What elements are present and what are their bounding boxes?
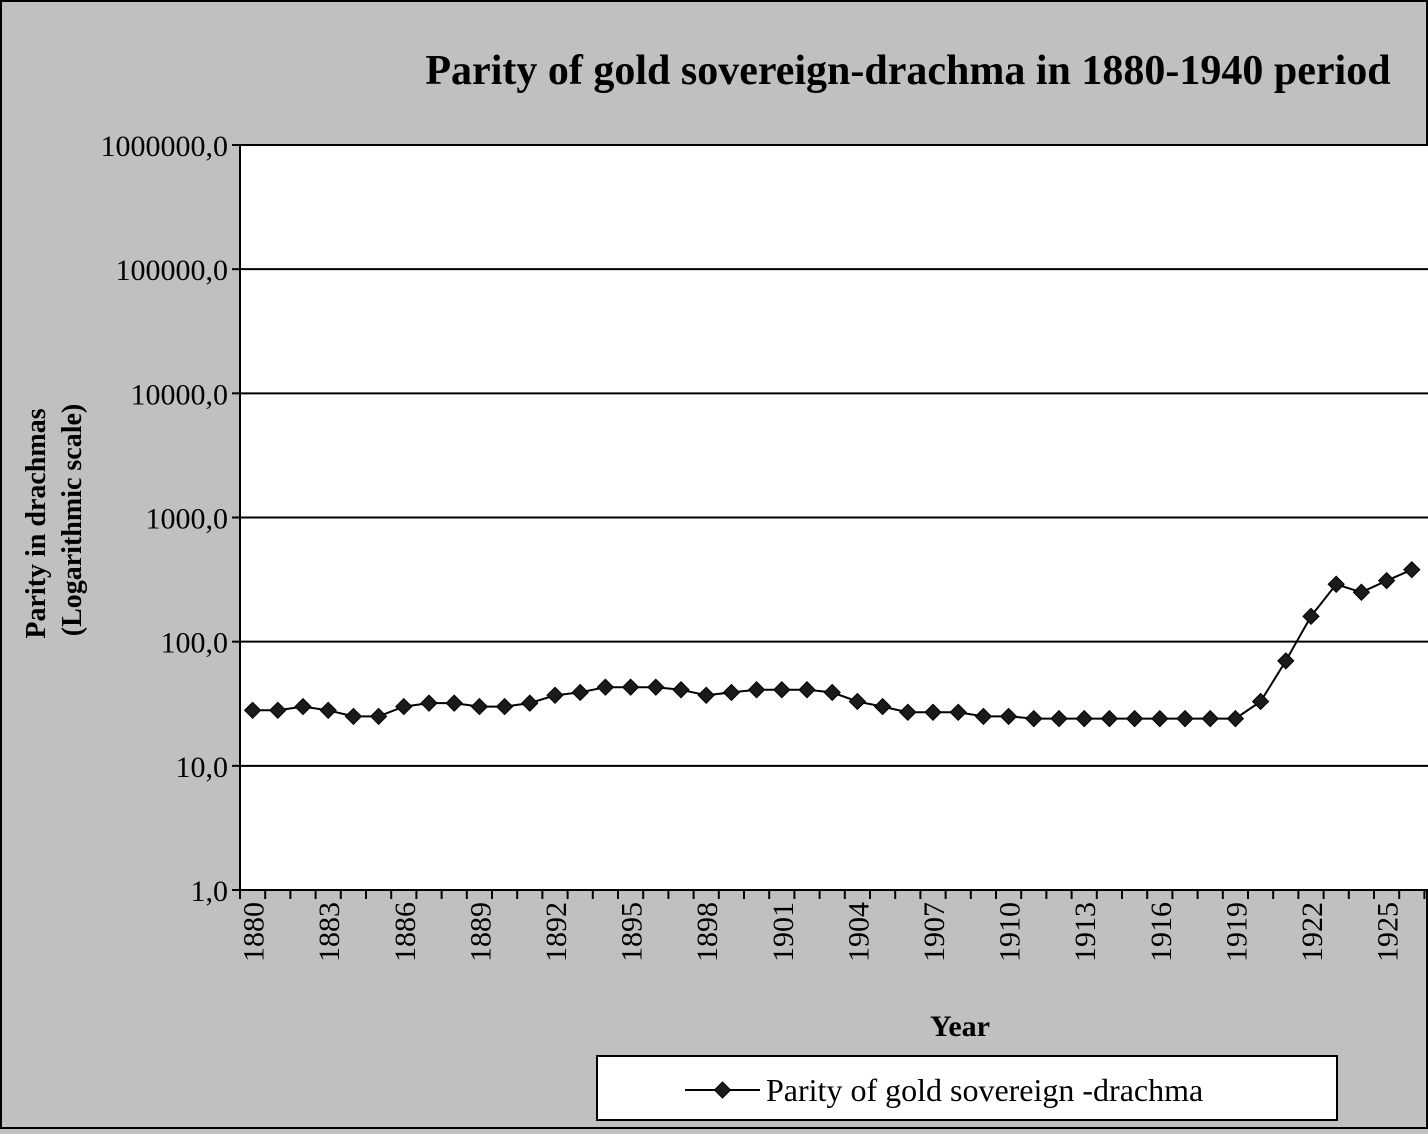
chart-title: Parity of gold sovereign-drachma in 1880…	[425, 48, 1390, 94]
data-point	[924, 703, 942, 721]
data-point	[445, 694, 463, 712]
x-tick-label: 1886	[389, 902, 422, 962]
data-point	[1327, 575, 1345, 593]
x-tick-label: 1880	[238, 902, 271, 962]
legend: Parity of gold sovereign -drachma	[596, 1055, 1338, 1121]
data-point	[1176, 709, 1194, 728]
y-tick-label: 1000000,0	[101, 130, 229, 163]
data-point	[1302, 607, 1320, 626]
x-tick-label: 1913	[1069, 902, 1102, 962]
data-point	[773, 681, 791, 699]
data-point	[1251, 692, 1270, 711]
x-tick-label: 1925	[1372, 902, 1405, 962]
data-point	[647, 678, 665, 696]
y-tick-label: 100000,0	[116, 254, 229, 287]
data-point	[873, 697, 892, 716]
x-axis: 1880 1883 1886 1889 1892 1895 1898 1901 1904 1907…	[238, 889, 1428, 962]
series-layer	[243, 560, 1421, 728]
data-point	[521, 694, 539, 712]
data-point	[269, 701, 287, 720]
y-tick-label: 10,0	[176, 751, 229, 784]
data-point	[1403, 560, 1421, 579]
legend-diamond-marker	[713, 1081, 732, 1099]
y-axis-title-line-2: (Logarithmic scale)	[57, 404, 88, 637]
gridlines	[240, 144, 1428, 767]
y-tick-label: 100,0	[161, 627, 229, 660]
data-point	[319, 701, 337, 720]
data-point	[1075, 709, 1093, 728]
data-point	[747, 681, 766, 699]
x-tick-label: 1907	[918, 902, 951, 962]
data-point	[1377, 571, 1396, 590]
data-point	[899, 703, 917, 721]
data-point	[1277, 652, 1295, 670]
y-axis-title: Parity in drachmas (Logarithmic scale)	[21, 401, 88, 638]
data-point	[596, 678, 615, 696]
y-tick-label: 1,0	[191, 875, 229, 908]
x-tick-label: 1919	[1220, 902, 1253, 962]
x-tick-label: 1916	[1145, 902, 1178, 962]
y-axis-title-line-1: Parity in drachmas	[21, 408, 52, 638]
data-point	[672, 681, 690, 699]
data-point	[395, 697, 413, 716]
data-point	[848, 692, 867, 711]
data-point	[722, 683, 741, 702]
data-point	[697, 686, 715, 704]
data-point	[999, 707, 1018, 726]
data-point	[344, 707, 363, 726]
data-point	[243, 701, 262, 720]
data-point	[798, 681, 816, 699]
x-tick-label: 1922	[1296, 902, 1329, 962]
y-tick-label: 10000,0	[131, 378, 229, 411]
x-tick-label: 1883	[313, 902, 346, 962]
x-tick-label: 1898	[691, 902, 724, 962]
data-point	[1025, 709, 1043, 728]
data-point	[1125, 709, 1144, 728]
data-point	[823, 683, 841, 702]
data-point	[571, 683, 589, 702]
x-tick-label: 1895	[616, 902, 649, 962]
x-axis-title: Year	[930, 1010, 990, 1043]
data-point	[369, 707, 388, 726]
data-point	[1226, 709, 1245, 728]
x-tick-label: 1904	[842, 902, 875, 962]
data-point	[1050, 709, 1068, 728]
y-axis: 1,0 10,0 100,0 1000,0 10000,0 100000,0 1000000…	[101, 130, 241, 908]
data-point	[420, 694, 438, 712]
data-point	[1201, 709, 1219, 728]
data-point	[974, 707, 993, 726]
x-tick-label: 1910	[994, 902, 1027, 962]
legend-label: Parity of gold sovereign -drachma	[766, 1072, 1203, 1108]
data-point	[470, 697, 489, 716]
data-point	[294, 697, 312, 716]
data-point	[546, 686, 564, 704]
data-point	[1352, 583, 1371, 601]
data-point	[949, 703, 967, 721]
x-tick-label: 1901	[767, 902, 800, 962]
data-point	[1151, 709, 1169, 728]
data-point	[621, 678, 640, 696]
y-tick-label: 1000,0	[146, 503, 229, 536]
x-tick-label: 1892	[540, 902, 573, 962]
data-point	[1100, 709, 1119, 728]
data-point	[495, 697, 514, 716]
x-tick-label: 1889	[464, 902, 497, 962]
